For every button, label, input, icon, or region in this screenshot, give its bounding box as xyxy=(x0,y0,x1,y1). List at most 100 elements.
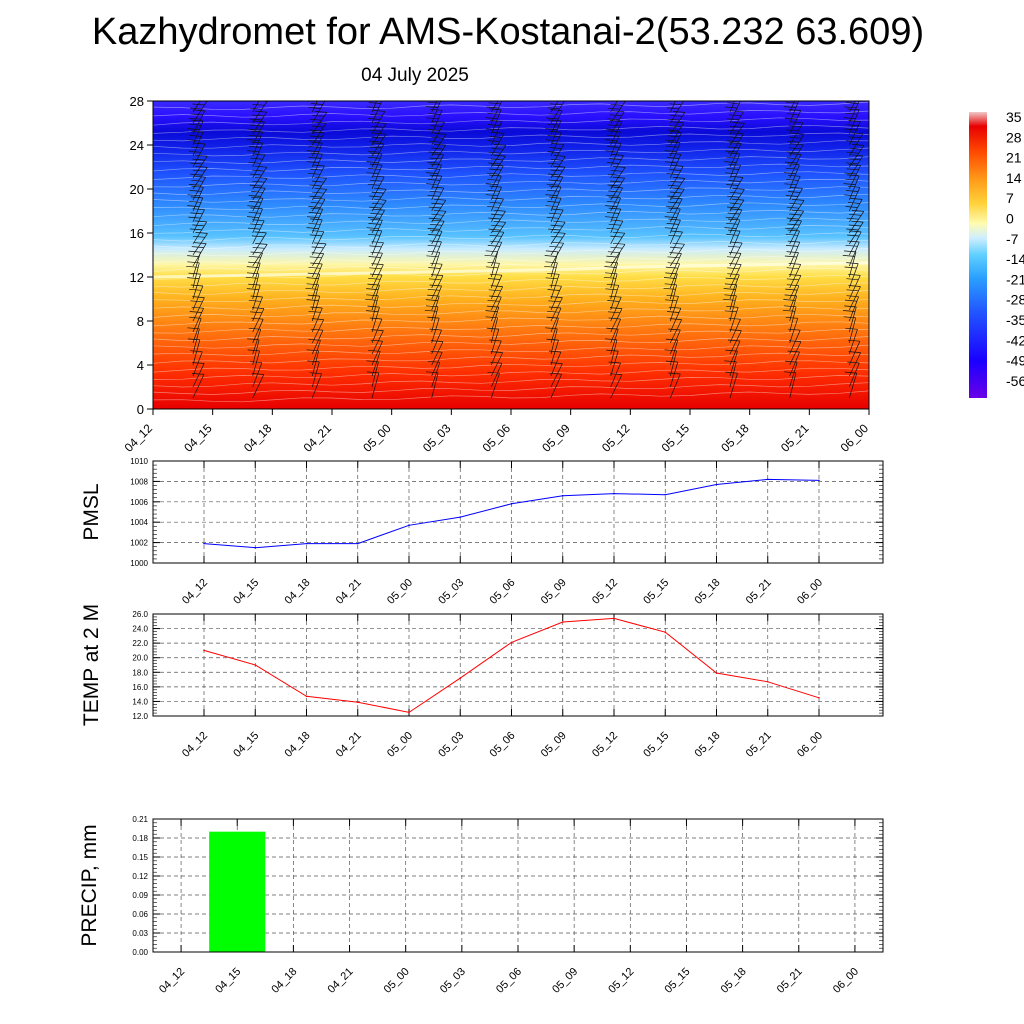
x-tick-label: 04_18 xyxy=(283,730,313,760)
wind-barb xyxy=(782,305,797,333)
wind-barb xyxy=(665,152,682,179)
y-axis-label: TEMP at 2 M xyxy=(80,604,103,726)
chart-subtitle: 04 July 2025 xyxy=(361,65,469,86)
wind-barb xyxy=(726,110,744,135)
wind-barb xyxy=(487,295,502,322)
y-tick-label: 0.12 xyxy=(132,872,148,881)
wind-barb xyxy=(604,130,621,157)
y-axis-label: PRECIP, mm xyxy=(78,824,101,946)
wind-barb xyxy=(306,218,323,245)
isotherm-line xyxy=(153,352,869,364)
pmsl-point xyxy=(305,542,308,545)
wind-barb xyxy=(306,207,324,234)
isotherm-line xyxy=(153,375,869,388)
wind-barb xyxy=(547,306,562,333)
wind-barb xyxy=(610,231,626,256)
wind-barb xyxy=(545,130,562,157)
x-tick-label: 04_15 xyxy=(231,577,261,607)
wind-barb xyxy=(665,131,682,157)
pmsl-point xyxy=(254,546,257,549)
wind-barb xyxy=(192,232,208,256)
wind-barb xyxy=(610,242,626,267)
isotherm-line xyxy=(153,101,869,110)
x-tick-label: 04_15 xyxy=(213,966,243,996)
isotherm-line xyxy=(153,306,869,318)
y-tick-label: 14.0 xyxy=(132,697,148,706)
isotherm-line xyxy=(153,225,869,234)
wind-barb xyxy=(488,144,507,168)
wind-barb xyxy=(306,294,321,322)
wind-barb xyxy=(844,185,861,212)
wind-barb xyxy=(727,122,745,146)
wind-barb xyxy=(485,174,502,201)
y-tick-label: 0.15 xyxy=(132,853,148,862)
x-tick-label: 05_09 xyxy=(550,966,580,996)
wind-barb xyxy=(484,250,499,278)
x-tick-label: 05_15 xyxy=(659,421,693,455)
y-tick-label: 0.00 xyxy=(132,948,148,957)
temp-point xyxy=(408,711,410,714)
colorbar-label: -42 xyxy=(1006,332,1024,348)
x-tick-label: 04_21 xyxy=(334,577,364,607)
wind-barb xyxy=(489,361,503,388)
wind-barb xyxy=(847,361,860,388)
x-tick-label: 04_18 xyxy=(269,966,299,996)
isotherm-line xyxy=(153,202,869,211)
wind-barb xyxy=(369,122,387,146)
wind-barb xyxy=(842,250,857,278)
wind-barb xyxy=(666,101,685,124)
wind-barb xyxy=(249,361,263,388)
pmsl-point xyxy=(818,479,820,482)
x-tick-label: 05_03 xyxy=(438,966,468,996)
colorbar xyxy=(969,112,987,398)
wind-barb xyxy=(843,316,857,344)
wind-barb xyxy=(306,141,323,168)
x-tick-label: 05_00 xyxy=(385,730,415,760)
colorbar-label: 28 xyxy=(1006,129,1022,145)
wind-barb xyxy=(845,327,858,355)
isotherm-line xyxy=(153,282,869,295)
colorbar-label: 0 xyxy=(1006,211,1014,227)
wind-barb xyxy=(187,250,201,278)
wind-barb xyxy=(786,133,805,157)
x-tick-label: 05_00 xyxy=(382,966,412,996)
x-tick-label: 04_15 xyxy=(231,730,261,760)
wind-barb xyxy=(427,219,445,245)
wind-barb xyxy=(428,198,447,223)
isotherm-line xyxy=(153,124,869,134)
wind-barb xyxy=(605,207,622,234)
wind-barb xyxy=(248,120,265,146)
wind-barb xyxy=(308,164,325,190)
isotherm-line xyxy=(153,328,869,341)
wind-barb xyxy=(725,208,743,234)
wind-barb xyxy=(549,241,564,267)
wind-barb xyxy=(664,141,681,168)
wind-barb xyxy=(668,328,681,355)
y-tick-label: 24.0 xyxy=(132,625,148,634)
wind-barb xyxy=(846,144,865,168)
heatmap-field xyxy=(153,101,869,409)
y-tick-label: 26.0 xyxy=(132,610,148,619)
pmsl-point xyxy=(715,483,718,486)
panel-frame xyxy=(152,460,884,564)
isotherm-line xyxy=(153,232,869,242)
wind-barb xyxy=(725,142,742,168)
wind-barb xyxy=(189,101,208,124)
x-tick-label: 05_21 xyxy=(778,421,812,455)
wind-barb xyxy=(311,242,327,267)
x-tick-label: 04_12 xyxy=(180,730,210,760)
temp-point xyxy=(818,696,820,699)
x-tick-label: 05_00 xyxy=(360,421,394,455)
x-tick-label: 05_09 xyxy=(539,577,569,607)
wind-barb xyxy=(189,306,204,333)
wind-barb xyxy=(309,187,327,212)
x-tick-label: 04_18 xyxy=(283,577,313,607)
x-tick-label: 05_15 xyxy=(641,730,671,760)
wind-barb xyxy=(426,163,442,190)
wind-barb xyxy=(784,153,802,179)
temp-point xyxy=(613,617,615,620)
wind-barb xyxy=(367,142,385,168)
x-tick-label: 04_12 xyxy=(157,966,187,996)
y-tick-label: 8 xyxy=(137,314,144,329)
